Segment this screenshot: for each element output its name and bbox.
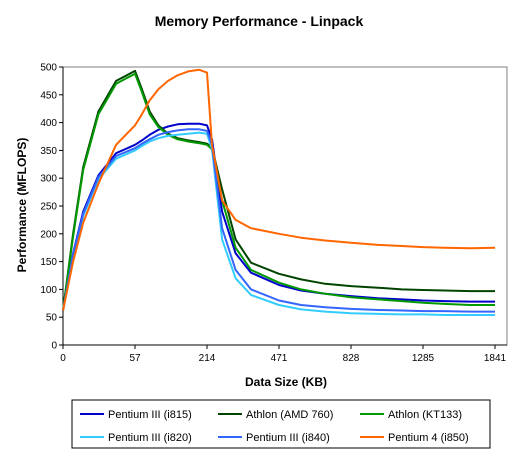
x-tick-label: 1841	[484, 353, 507, 364]
y-tick-label: 0	[51, 341, 57, 352]
legend-label: Pentium III (i815)	[108, 409, 192, 421]
y-tick-label: 500	[40, 63, 57, 74]
series-line-4	[62, 131, 495, 316]
series-line-2	[62, 69, 495, 311]
legend-label: Athlon (AMD 760)	[246, 409, 333, 421]
y-tick-label: 350	[40, 146, 57, 157]
legend: Pentium III (i815) Athlon (AMD 760) Athlon…	[71, 399, 491, 449]
x-tick-label: 214	[199, 353, 216, 364]
series-line-3	[62, 72, 495, 311]
series-line-5	[62, 128, 495, 313]
y-axis-title: Performance (MFLOPS)	[15, 138, 29, 273]
legend-label: Athlon (KT133)	[388, 409, 462, 421]
y-tick-label: 200	[40, 229, 57, 240]
y-tick-label: 300	[40, 174, 57, 185]
y-tick-label: 50	[46, 313, 58, 324]
x-axis-title: Data Size (KB)	[245, 375, 327, 389]
x-axis-ticks: 0 57 214 471 828 1285 1841	[60, 345, 507, 364]
series-line-6	[62, 68, 496, 311]
legend-label: Pentium 4 (i850)	[388, 432, 469, 444]
y-axis-ticks: 0 50 100 150 200 250 300 350 400 450 500	[40, 63, 63, 352]
series-line-1	[62, 122, 495, 311]
x-tick-label: 471	[271, 353, 288, 364]
y-tick-label: 250	[40, 202, 57, 213]
plot-frame	[62, 66, 508, 346]
y-tick-label: 150	[40, 257, 57, 268]
plot-area	[62, 66, 508, 346]
y-tick-label: 100	[40, 285, 57, 296]
chart-title: Memory Performance - Linpack	[155, 13, 364, 29]
legend-box	[71, 399, 491, 449]
x-tick-label: 828	[343, 353, 360, 364]
legend-label: Pentium III (i820)	[108, 432, 192, 444]
series-lines	[62, 68, 496, 316]
x-tick-label: 1285	[412, 353, 435, 364]
legend-label: Pentium III (i840)	[246, 432, 330, 444]
y-tick-label: 400	[40, 118, 57, 129]
x-tick-label: 57	[129, 353, 141, 364]
x-tick-label: 0	[60, 353, 66, 364]
y-tick-label: 450	[40, 90, 57, 101]
